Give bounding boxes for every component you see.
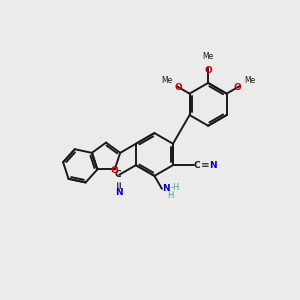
- Text: N: N: [162, 184, 169, 193]
- Text: H: H: [167, 191, 173, 200]
- Text: ≡: ≡: [114, 179, 124, 188]
- Text: Me: Me: [161, 76, 172, 85]
- Text: N: N: [209, 161, 217, 170]
- Text: O: O: [234, 83, 241, 92]
- Text: C: C: [193, 161, 200, 170]
- Text: N: N: [115, 188, 122, 197]
- Text: O: O: [204, 66, 212, 75]
- Text: -H: -H: [170, 183, 180, 192]
- Text: Me: Me: [244, 76, 255, 85]
- Text: Me: Me: [202, 52, 214, 61]
- Text: O: O: [111, 166, 118, 175]
- Text: ≡: ≡: [200, 160, 209, 170]
- Text: O: O: [175, 83, 183, 92]
- Text: C: C: [114, 170, 121, 179]
